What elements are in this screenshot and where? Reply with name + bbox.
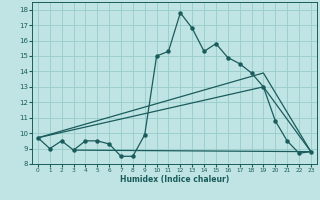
X-axis label: Humidex (Indice chaleur): Humidex (Indice chaleur)	[120, 175, 229, 184]
